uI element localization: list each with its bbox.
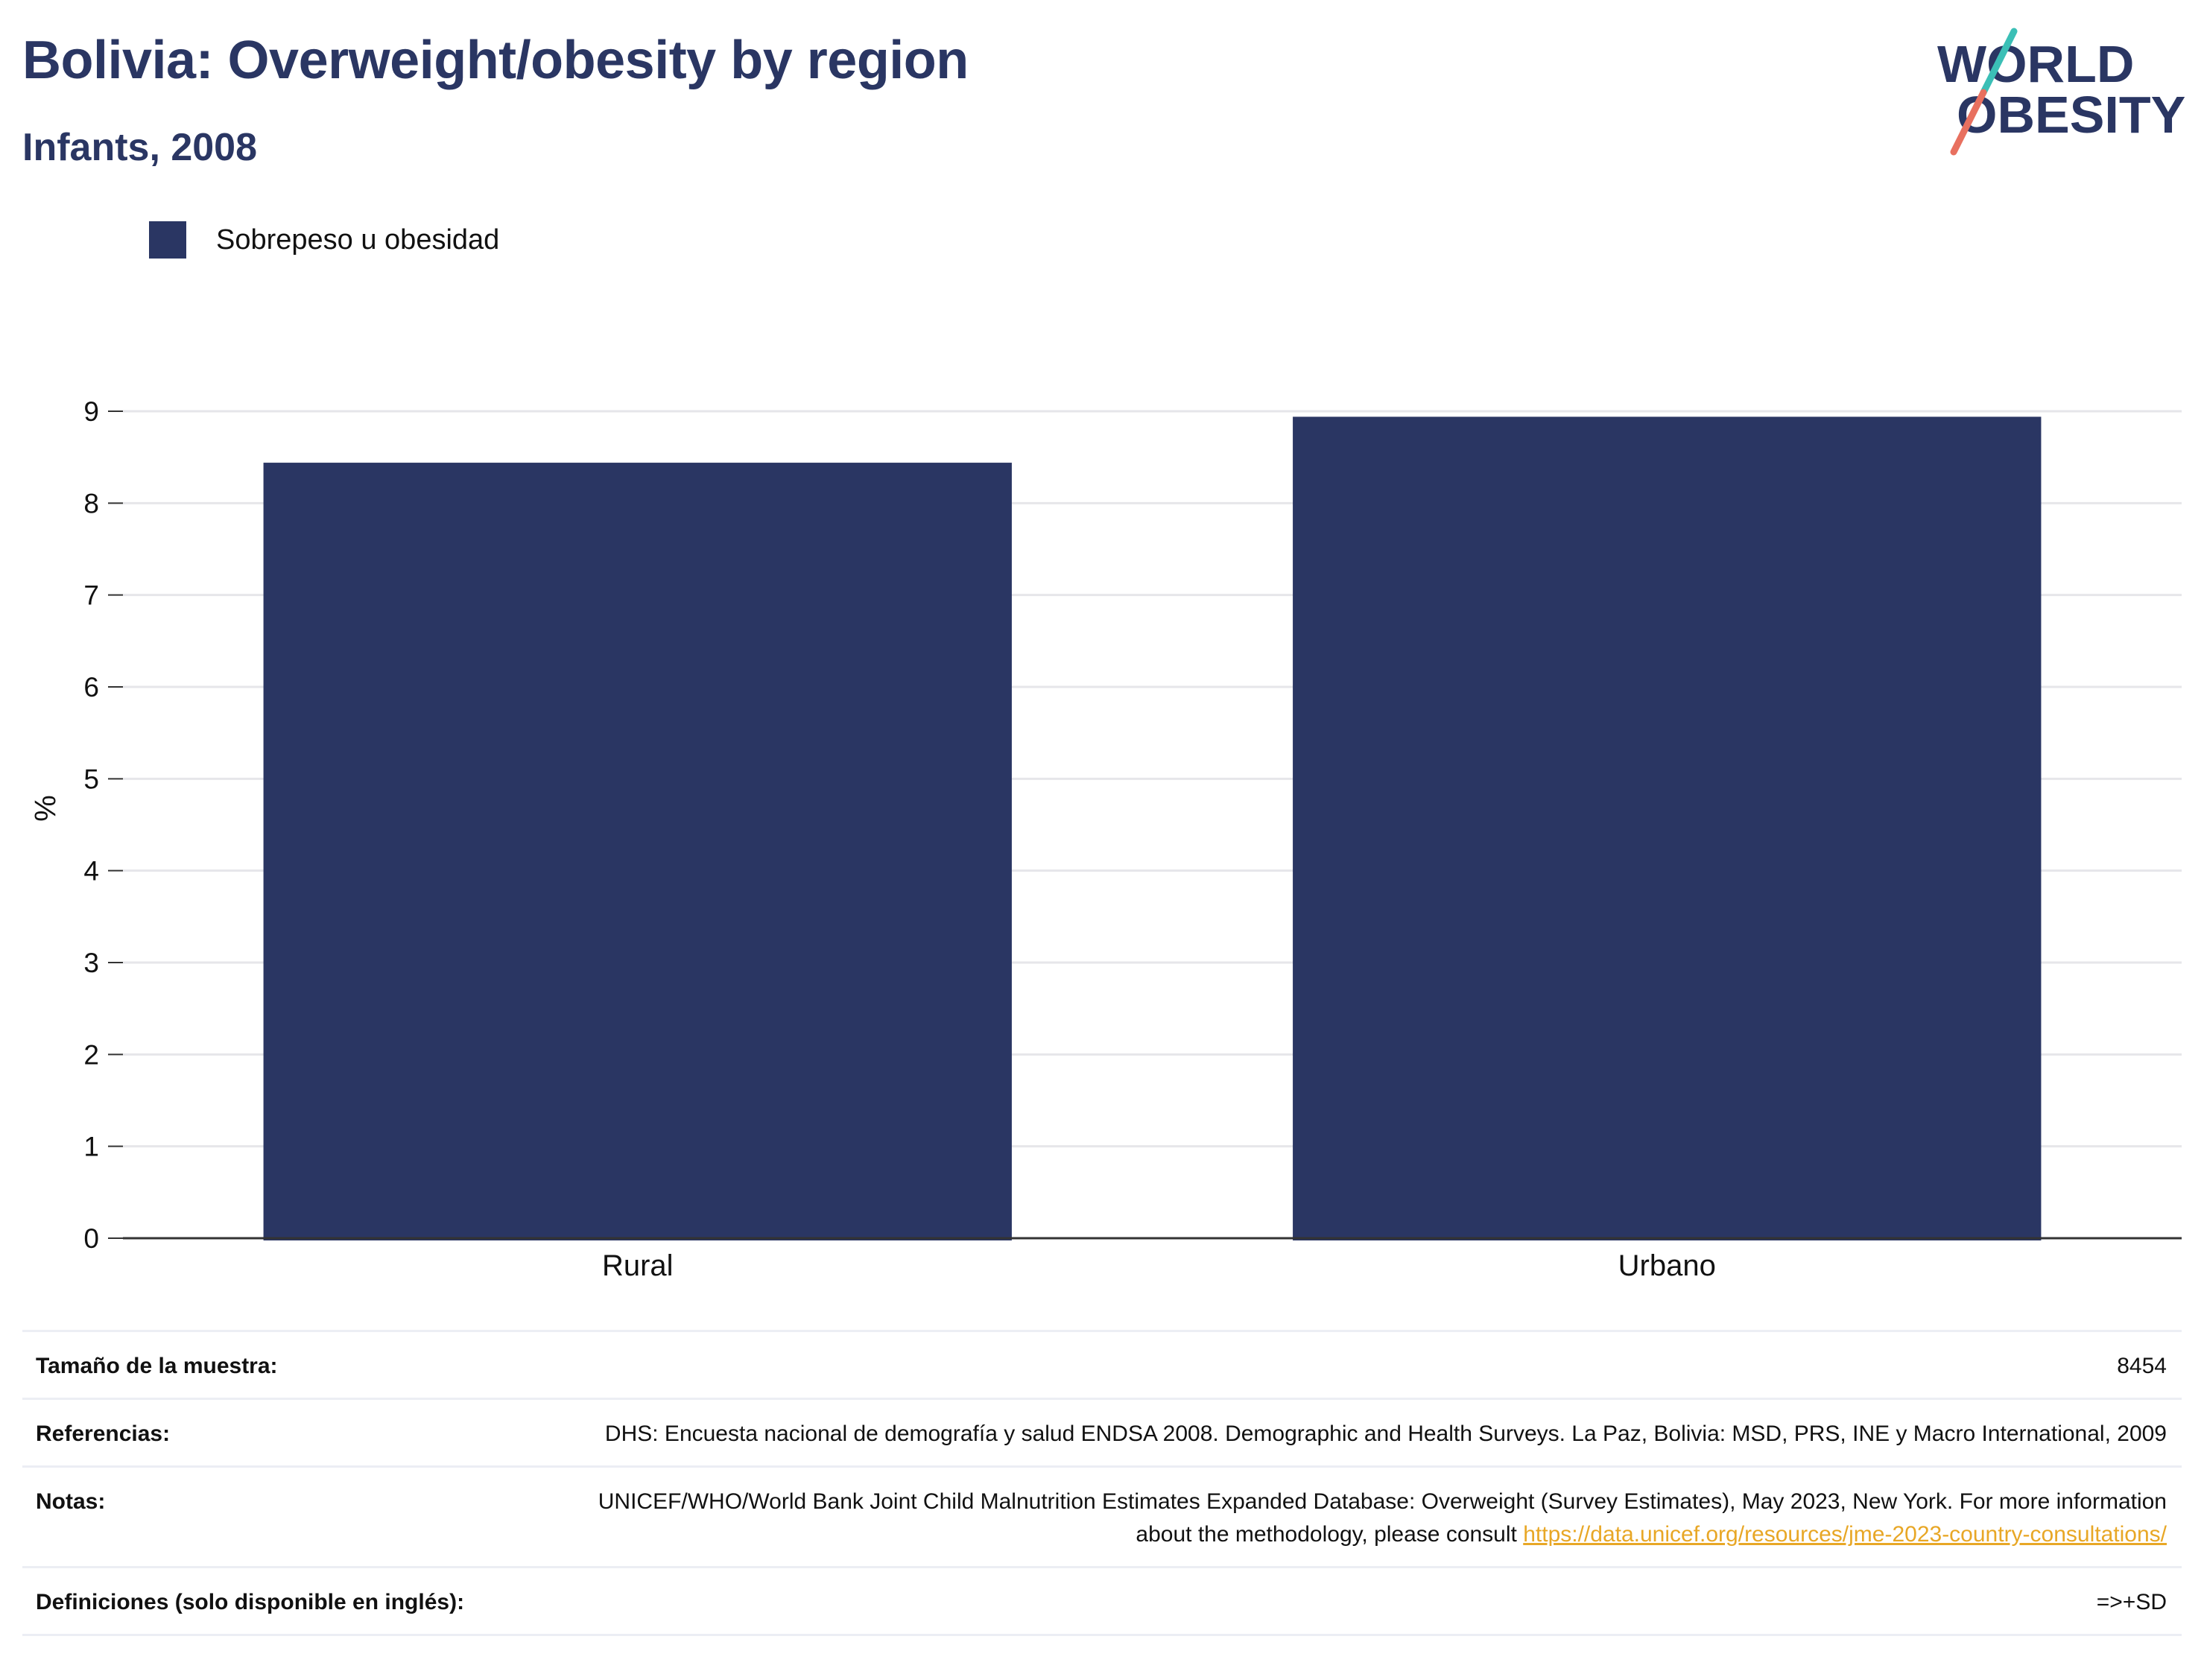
- info-value-sample: 8454: [572, 1330, 2182, 1400]
- info-row-references: Referencias: DHS: Encuesta nacional de d…: [22, 1398, 2182, 1468]
- legend-label: Sobrepeso u obesidad: [216, 224, 500, 256]
- logo-text-obesity: OBESITY: [1957, 86, 2185, 144]
- world-obesity-logo: WORLD OBESITY: [1937, 28, 2185, 156]
- notes-text: UNICEF/WHO/World Bank Joint Child Malnut…: [598, 1489, 2167, 1547]
- info-value-notes: UNICEF/WHO/World Bank Joint Child Malnut…: [572, 1465, 2182, 1568]
- logo-text-world: WORLD: [1937, 35, 2134, 93]
- x-tick-label: Rural: [602, 1249, 674, 1282]
- y-tick-label: 8: [83, 488, 99, 519]
- y-tick-label: 4: [83, 856, 99, 887]
- chart-title: Bolivia: Overweight/obesity by region: [22, 31, 969, 90]
- y-tick-label: 1: [83, 1132, 99, 1162]
- y-tick-label: 0: [83, 1223, 99, 1254]
- methodology-link[interactable]: https://data.unicef.org/resources/jme-20…: [1523, 1522, 2167, 1547]
- legend-swatch: [149, 221, 186, 259]
- chart-legend[interactable]: Sobrepeso u obesidad: [149, 221, 499, 259]
- bar-urbano: [1293, 416, 2042, 1240]
- info-label-sample: Tamaño de la muestra:: [22, 1330, 572, 1400]
- y-tick-label: 2: [83, 1039, 99, 1070]
- chart-subtitle: Infants, 2008: [22, 126, 258, 169]
- info-table: Tamaño de la muestra: 8454 Referencias: …: [22, 1330, 2182, 1636]
- info-row-notes: Notas: UNICEF/WHO/World Bank Joint Child…: [22, 1465, 2182, 1568]
- info-label-references: Referencias:: [22, 1398, 572, 1468]
- info-row-sample: Tamaño de la muestra: 8454: [22, 1330, 2182, 1400]
- info-row-definitions: Definiciones (solo disponible en inglés)…: [22, 1566, 2182, 1636]
- info-label-notes: Notas:: [22, 1465, 572, 1568]
- info-value-definitions: =>+SD: [572, 1566, 2182, 1636]
- x-tick-label: Urbano: [1618, 1249, 1716, 1282]
- info-value-references: DHS: Encuesta nacional de demografía y s…: [572, 1398, 2182, 1468]
- y-tick-label: 7: [83, 580, 99, 611]
- bar-chart: 0 1 2 3 4 5 6 7 8 9 Rural Urbano: [83, 396, 2182, 1282]
- y-tick-label: 9: [83, 396, 99, 427]
- y-tick-label: 6: [83, 672, 99, 703]
- logo-slash-top: [1980, 28, 2018, 96]
- info-label-definitions: Definiciones (solo disponible en inglés)…: [22, 1566, 572, 1636]
- bar-rural: [263, 463, 1012, 1240]
- y-tick-label: 3: [83, 948, 99, 978]
- y-tick-label: 5: [83, 764, 99, 794]
- logo-slash-bottom: [1950, 89, 1987, 156]
